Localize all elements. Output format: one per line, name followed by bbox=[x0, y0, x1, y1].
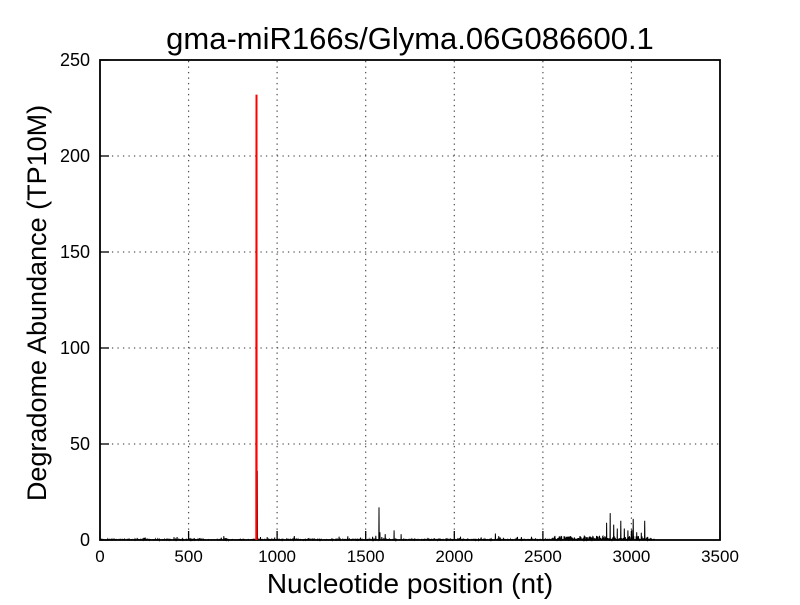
svg-text:0: 0 bbox=[80, 530, 90, 550]
svg-text:gma-miR166s/Glyma.06G086600.1: gma-miR166s/Glyma.06G086600.1 bbox=[166, 21, 654, 56]
svg-text:200: 200 bbox=[60, 146, 90, 166]
svg-text:1500: 1500 bbox=[347, 547, 385, 566]
svg-text:250: 250 bbox=[60, 50, 90, 70]
svg-text:1000: 1000 bbox=[258, 547, 296, 566]
svg-text:150: 150 bbox=[60, 242, 90, 262]
svg-text:3000: 3000 bbox=[612, 547, 650, 566]
svg-text:2000: 2000 bbox=[435, 547, 473, 566]
svg-text:2500: 2500 bbox=[524, 547, 562, 566]
svg-text:Degradome Abundance (TP10M): Degradome Abundance (TP10M) bbox=[22, 105, 52, 501]
svg-text:500: 500 bbox=[174, 547, 202, 566]
svg-text:0: 0 bbox=[95, 547, 104, 566]
svg-text:50: 50 bbox=[70, 434, 90, 454]
svg-text:100: 100 bbox=[60, 338, 90, 358]
svg-text:3500: 3500 bbox=[701, 547, 739, 566]
svg-text:Nucleotide position (nt): Nucleotide position (nt) bbox=[267, 568, 553, 599]
